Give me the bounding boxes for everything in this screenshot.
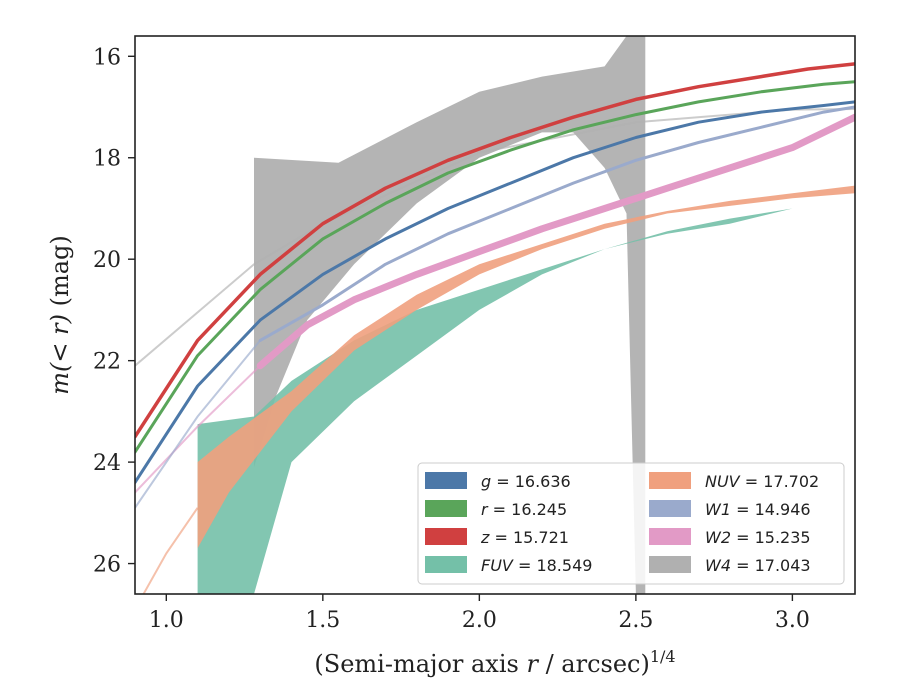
- legend-swatch-w1: [649, 500, 691, 517]
- legend-box: [417, 462, 845, 585]
- legend-label-nuv: NUV = 17.702: [705, 472, 819, 491]
- series-nuv-extrapolation: [142, 507, 199, 594]
- legend-label-value: = 15.721: [489, 528, 569, 547]
- plot-frame: [134, 35, 856, 595]
- x-axis-title-var: r: [526, 650, 539, 678]
- y-tick-label: 20: [93, 248, 121, 273]
- legend-label-fuv: FUV = 18.549: [481, 556, 592, 575]
- legend-label-value: = 17.043: [731, 556, 811, 575]
- series-nuv-band: [197, 185, 855, 549]
- series-w2-extrapolation: [135, 364, 261, 494]
- y-axis-title-unit: (mag): [46, 235, 74, 314]
- y-tick-label: 16: [93, 45, 121, 70]
- legend-label-value: = 14.946: [731, 500, 811, 519]
- y-tick-label: 22: [93, 350, 121, 375]
- legend-label-w2: W2 = 15.235: [705, 528, 811, 547]
- legend-label-w1: W1 = 14.946: [705, 500, 811, 519]
- legend-swatch-w2: [649, 528, 691, 545]
- x-axis-title-sup: 1/4: [650, 647, 676, 666]
- legend-label-var: NUV: [705, 472, 741, 491]
- x-tick-label: 1.0: [149, 608, 184, 633]
- legend-swatch-r: [425, 500, 467, 517]
- x-axis-title-main: (Semi-major axis: [314, 650, 526, 678]
- series-w2-line: [256, 113, 855, 370]
- legend-label-value: = 16.636: [491, 472, 571, 491]
- series-z-line: [135, 62, 855, 439]
- series-w4-band: [254, 36, 646, 594]
- legend-label-var: W1: [705, 500, 731, 519]
- legend-label-var: r: [481, 500, 489, 519]
- legend-swatch-w4: [649, 556, 691, 573]
- legend-label-var: z: [480, 528, 490, 547]
- x-tick-label: 2.0: [462, 608, 497, 633]
- legend-label-var: W2: [705, 528, 731, 547]
- series-w1-line: [258, 105, 855, 342]
- legend-swatch-fuv: [425, 556, 467, 573]
- series-g-line: [135, 100, 855, 484]
- legend-swatch-z: [425, 528, 467, 545]
- legend-swatch-g: [425, 472, 467, 489]
- legend-label-value: = 15.235: [731, 528, 811, 547]
- y-tick-label: 18: [93, 147, 121, 172]
- series-fuv-band: [197, 203, 840, 594]
- series-w1-extrapolation: [135, 339, 261, 509]
- legend-label-value: = 17.702: [740, 472, 820, 491]
- y-tick-label: 24: [93, 451, 121, 476]
- legend-label-z: z = 15.721: [480, 528, 569, 547]
- x-axis-ticks: 1.0 1.5 2.0 2.5 3.0: [149, 594, 810, 633]
- y-axis-title-main: m(< r): [46, 314, 74, 395]
- x-axis-title: (Semi-major axis r / arcsec)1/4: [314, 647, 675, 678]
- legend-label-var: g: [481, 472, 491, 491]
- legend-label-var: W4: [705, 556, 731, 575]
- x-tick-label: 3.0: [775, 608, 810, 633]
- x-tick-label: 2.5: [618, 608, 653, 633]
- legend-label-value: = 18.549: [513, 556, 593, 575]
- legend-label-var: FUV: [481, 556, 514, 575]
- x-axis-title-tail: / arcsec): [538, 650, 650, 678]
- y-axis-title: m(< r) (mag): [46, 235, 74, 395]
- legend-label-g: g = 16.636: [481, 472, 571, 491]
- legend-label-value: = 16.245: [488, 500, 568, 519]
- y-axis-ticks: 16 18 20 22 24 26: [93, 45, 135, 578]
- series-layer: [135, 36, 855, 594]
- x-tick-label: 1.5: [305, 608, 340, 633]
- legend-label-r: r = 16.245: [481, 500, 567, 519]
- y-tick-label: 26: [93, 553, 121, 578]
- legend-swatch-nuv: [649, 472, 691, 489]
- series-r-line: [135, 80, 855, 454]
- legend-label-w4: W4 = 17.043: [705, 556, 811, 575]
